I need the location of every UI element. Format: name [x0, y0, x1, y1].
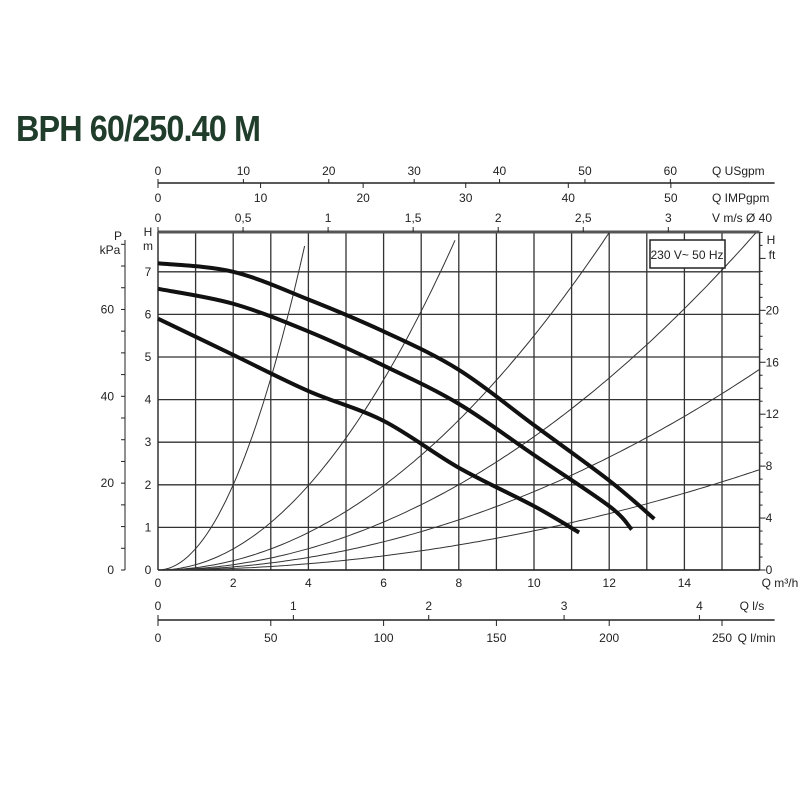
usgpm-tick-label: 60	[664, 164, 678, 178]
usgpm-tick-label: 50	[578, 164, 592, 178]
ft-tick-label: 16	[766, 355, 780, 369]
ft-axis-label-top: H	[767, 233, 776, 247]
x-tick-label: 12	[603, 576, 617, 590]
lmin-axis-label: Q l/min	[738, 631, 776, 645]
system-curve	[158, 469, 760, 571]
lmin-tick-label: 50	[264, 631, 278, 645]
x-tick-label: 14	[678, 576, 692, 590]
x-tick-label: 2	[230, 576, 237, 590]
x-tick-label: 0	[155, 576, 162, 590]
y-tick-label: 0	[145, 563, 152, 577]
y-axis-label-bottom: m	[143, 239, 153, 253]
impgpm-tick-label: 40	[562, 191, 576, 205]
usgpm-tick-label: 30	[407, 164, 421, 178]
y-axis-label-top: H	[144, 225, 153, 239]
velocity-tick-label: 1	[325, 211, 332, 225]
ls-tick-label: 4	[696, 599, 703, 613]
x-tick-label: 10	[527, 576, 541, 590]
legend-text: 230 V~ 50 Hz	[650, 248, 723, 262]
lmin-tick-label: 250	[712, 631, 732, 645]
kpa-axis-label-top: P	[114, 229, 122, 243]
velocity-tick-label: 2,5	[575, 211, 592, 225]
y-tick-label: 4	[145, 393, 152, 407]
x-tick-label: 4	[305, 576, 312, 590]
system-curve	[158, 232, 610, 571]
kpa-axis-label-bottom: kPa	[100, 243, 121, 257]
impgpm-tick-label: 30	[459, 191, 473, 205]
system-curve	[158, 232, 757, 571]
impgpm-tick-label: 50	[664, 191, 678, 205]
y-tick-label: 1	[145, 520, 152, 534]
kpa-tick-label: 0	[107, 563, 114, 577]
pump-curve-3	[157, 316, 581, 535]
x-tick-label: 6	[380, 576, 387, 590]
system-curve	[158, 368, 760, 571]
velocity-tick-label: 0	[155, 211, 162, 225]
y-tick-label: 3	[145, 435, 152, 449]
ft-axis-label-bottom: ft	[769, 248, 776, 262]
ls-tick-label: 3	[561, 599, 568, 613]
chart-title: BPH 60/250.40 M	[16, 108, 261, 149]
y-tick-label: 5	[145, 350, 152, 364]
x-axis-label: Q m³/h	[762, 576, 799, 590]
usgpm-tick-label: 40	[493, 164, 507, 178]
ft-tick-label: 0	[766, 563, 773, 577]
y-tick-label: 2	[145, 478, 152, 492]
ls-tick-label: 2	[425, 599, 432, 613]
kpa-tick-label: 60	[101, 302, 115, 316]
impgpm-axis-label: Q IMPgpm	[712, 191, 769, 205]
lmin-tick-label: 150	[486, 631, 506, 645]
usgpm-tick-label: 0	[155, 164, 162, 178]
impgpm-tick-label: 0	[155, 191, 162, 205]
impgpm-tick-label: 10	[254, 191, 268, 205]
ls-tick-label: 0	[155, 599, 162, 613]
pump-curve-2	[157, 286, 634, 531]
ft-tick-label: 20	[766, 303, 780, 317]
system-curve	[157, 245, 306, 571]
usgpm-tick-label: 10	[237, 164, 251, 178]
y-tick-label: 7	[145, 265, 152, 279]
lmin-tick-label: 0	[155, 631, 162, 645]
ls-tick-label: 1	[290, 599, 297, 613]
ls-axis-label: Q l/s	[740, 599, 765, 613]
usgpm-axis-label: Q USgpm	[712, 164, 765, 178]
lmin-tick-label: 100	[374, 631, 394, 645]
usgpm-tick-label: 20	[322, 164, 336, 178]
ft-tick-label: 8	[766, 459, 773, 473]
velocity-tick-label: 0,5	[235, 211, 252, 225]
velocity-tick-label: 1,5	[405, 211, 422, 225]
ft-tick-label: 4	[766, 511, 773, 525]
velocity-axis-label: V m/s Ø 40	[712, 211, 772, 225]
pump-curve-1	[157, 261, 656, 521]
kpa-tick-label: 20	[101, 476, 115, 490]
legend-box	[649, 239, 726, 269]
y-tick-label: 6	[145, 307, 152, 321]
system-curve	[157, 240, 456, 571]
velocity-tick-label: 2	[495, 211, 502, 225]
velocity-tick-label: 3	[665, 211, 672, 225]
lmin-tick-label: 200	[599, 631, 619, 645]
x-tick-label: 8	[455, 576, 462, 590]
kpa-tick-label: 40	[101, 389, 115, 403]
ft-tick-label: 12	[766, 407, 780, 421]
impgpm-tick-label: 20	[356, 191, 370, 205]
